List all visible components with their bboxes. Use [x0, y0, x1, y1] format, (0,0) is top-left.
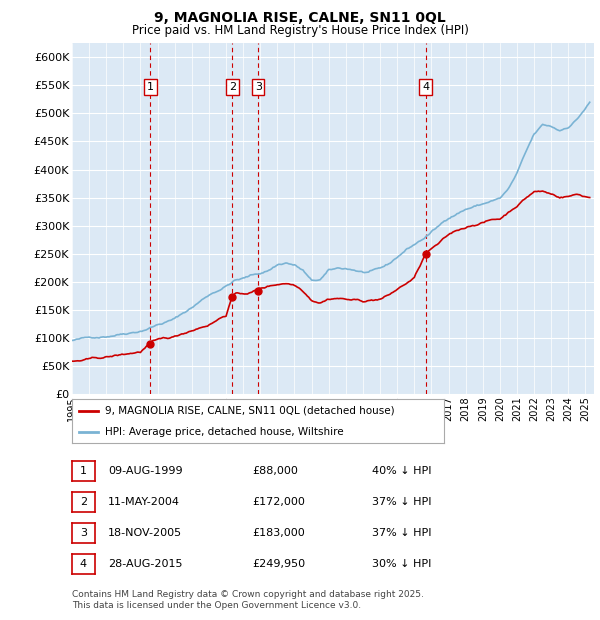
Text: Price paid vs. HM Land Registry's House Price Index (HPI): Price paid vs. HM Land Registry's House …	[131, 24, 469, 37]
Text: HPI: Average price, detached house, Wiltshire: HPI: Average price, detached house, Wilt…	[106, 427, 344, 437]
Text: 1: 1	[147, 82, 154, 92]
Text: 4: 4	[80, 559, 87, 569]
Text: 1: 1	[80, 466, 87, 476]
Text: 28-AUG-2015: 28-AUG-2015	[108, 559, 182, 569]
Text: 37% ↓ HPI: 37% ↓ HPI	[372, 497, 431, 507]
Text: 37% ↓ HPI: 37% ↓ HPI	[372, 528, 431, 538]
Text: £183,000: £183,000	[252, 528, 305, 538]
Text: £172,000: £172,000	[252, 497, 305, 507]
Text: £249,950: £249,950	[252, 559, 305, 569]
Text: 2: 2	[80, 497, 87, 507]
Text: 40% ↓ HPI: 40% ↓ HPI	[372, 466, 431, 476]
Text: 09-AUG-1999: 09-AUG-1999	[108, 466, 182, 476]
Text: 3: 3	[80, 528, 87, 538]
Text: 18-NOV-2005: 18-NOV-2005	[108, 528, 182, 538]
Text: Contains HM Land Registry data © Crown copyright and database right 2025.
This d: Contains HM Land Registry data © Crown c…	[72, 590, 424, 609]
Text: 11-MAY-2004: 11-MAY-2004	[108, 497, 180, 507]
Text: 9, MAGNOLIA RISE, CALNE, SN11 0QL (detached house): 9, MAGNOLIA RISE, CALNE, SN11 0QL (detac…	[106, 405, 395, 416]
Text: 2: 2	[229, 82, 236, 92]
Text: 9, MAGNOLIA RISE, CALNE, SN11 0QL: 9, MAGNOLIA RISE, CALNE, SN11 0QL	[154, 11, 446, 25]
Text: 30% ↓ HPI: 30% ↓ HPI	[372, 559, 431, 569]
Text: 3: 3	[255, 82, 262, 92]
Text: £88,000: £88,000	[252, 466, 298, 476]
Text: 4: 4	[422, 82, 429, 92]
